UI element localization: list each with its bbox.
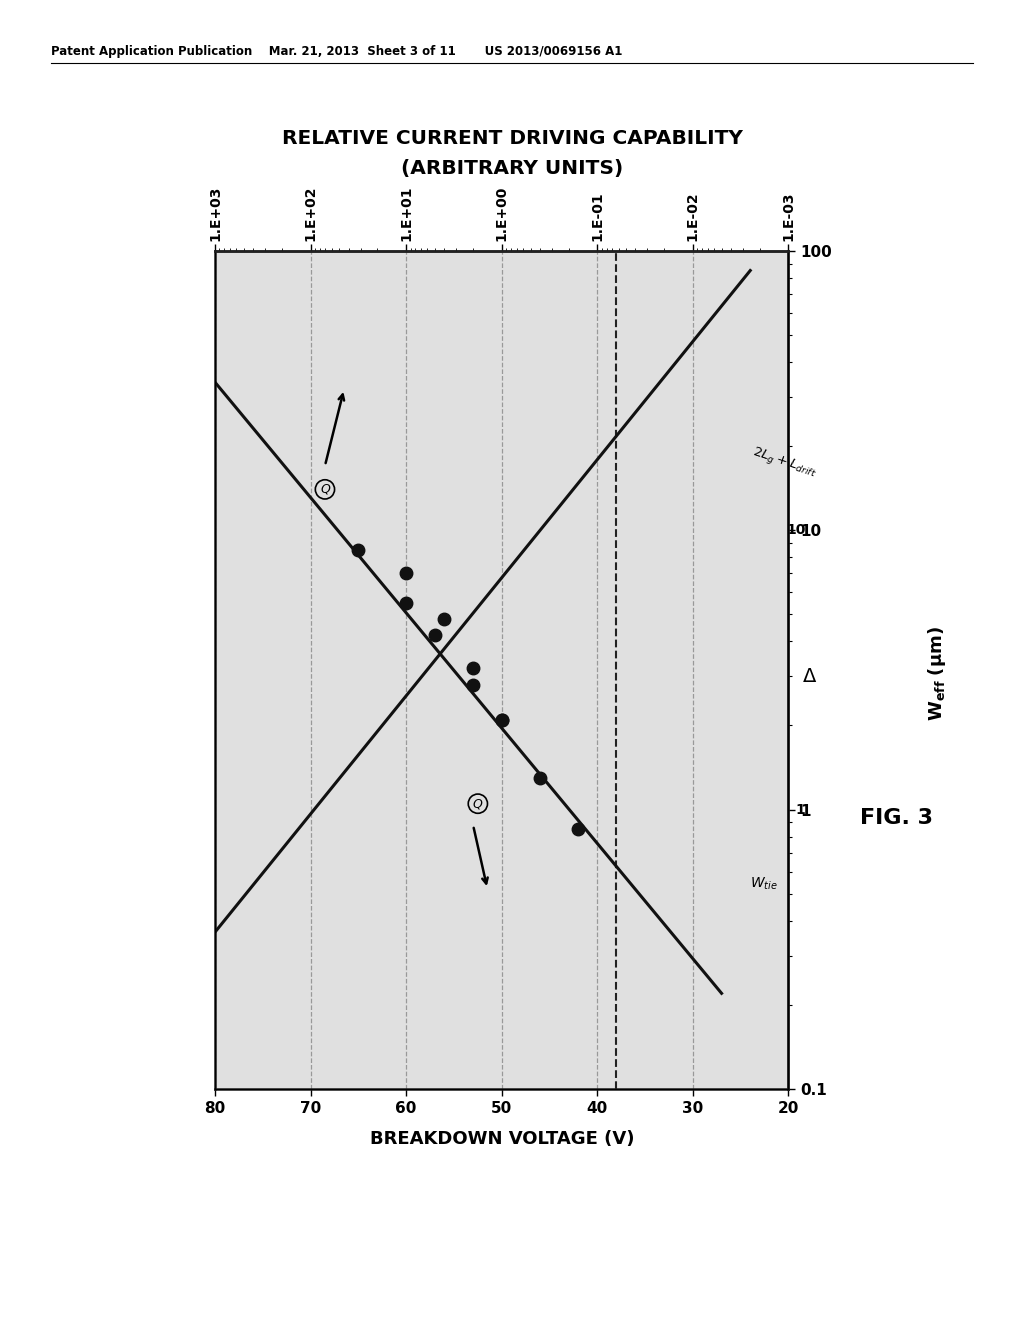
Text: FIG. 3: FIG. 3 bbox=[859, 808, 933, 829]
Text: 10: 10 bbox=[786, 523, 806, 537]
Text: RELATIVE CURRENT DRIVING CAPABILITY: RELATIVE CURRENT DRIVING CAPABILITY bbox=[282, 129, 742, 148]
Text: Q: Q bbox=[321, 483, 330, 496]
Text: $\Delta$: $\Delta$ bbox=[802, 667, 817, 686]
Text: $W_{tie}$: $W_{tie}$ bbox=[751, 875, 778, 892]
Text: (ARBITRARY UNITS): (ARBITRARY UNITS) bbox=[400, 160, 624, 178]
Text: Patent Application Publication    Mar. 21, 2013  Sheet 3 of 11       US 2013/006: Patent Application Publication Mar. 21, … bbox=[51, 45, 623, 58]
Text: $\mathbf{W_{eff}\ (\mu m)}$: $\mathbf{W_{eff}\ (\mu m)}$ bbox=[926, 626, 948, 721]
Text: $2L_g+L_{drift}$: $2L_g+L_{drift}$ bbox=[751, 444, 819, 480]
Text: Q: Q bbox=[473, 797, 482, 810]
X-axis label: BREAKDOWN VOLTAGE (V): BREAKDOWN VOLTAGE (V) bbox=[370, 1130, 634, 1147]
Text: 1: 1 bbox=[796, 803, 806, 817]
